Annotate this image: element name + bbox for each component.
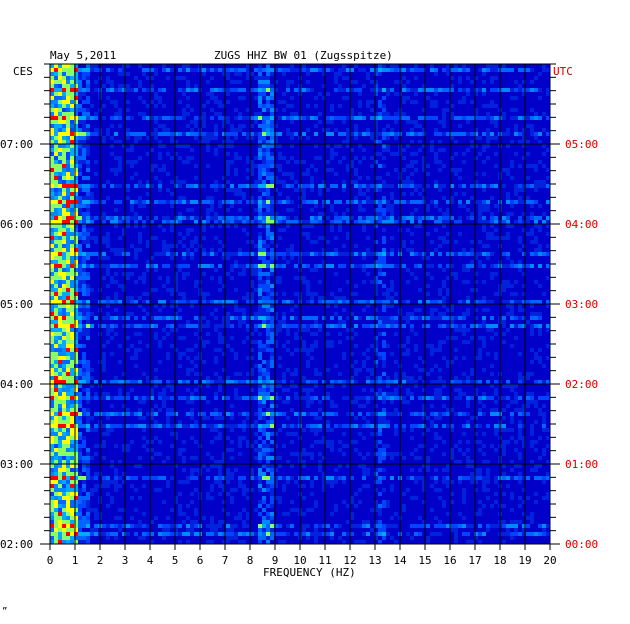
x-tick-label: 0 xyxy=(47,554,54,567)
y-tick-label-right: 03:00 xyxy=(565,298,598,311)
x-tick-label: 9 xyxy=(272,554,279,567)
x-tick-label: 15 xyxy=(418,554,431,567)
x-tick-label: 17 xyxy=(468,554,481,567)
station-title: ZUGS HHZ BW 01 (Zugsspitze) xyxy=(214,49,393,62)
x-tick-label: 12 xyxy=(343,554,356,567)
x-tick-label: 19 xyxy=(518,554,531,567)
left-zone-label: CES xyxy=(13,65,33,78)
y-tick-label-left: 04:00 xyxy=(0,378,33,391)
x-tick-label: 18 xyxy=(493,554,506,567)
x-axis-label: FREQUENCY (HZ) xyxy=(263,566,356,579)
axis-ticks xyxy=(40,63,560,550)
y-tick-label-left: 07:00 xyxy=(0,138,33,151)
x-tick-label: 7 xyxy=(222,554,229,567)
x-tick-label: 5 xyxy=(172,554,179,567)
y-tick-label-right: 00:00 xyxy=(565,538,598,551)
x-tick-label: 8 xyxy=(247,554,254,567)
x-tick-label: 11 xyxy=(318,554,331,567)
y-tick-label-right: 05:00 xyxy=(565,138,598,151)
y-tick-label-left: 03:00 xyxy=(0,458,33,471)
x-tick-label: 13 xyxy=(368,554,381,567)
y-tick-label-left: 02:00 xyxy=(0,538,33,551)
y-tick-label-right: 02:00 xyxy=(565,378,598,391)
x-tick-label: 6 xyxy=(197,554,204,567)
tick-labels: 02:00 03:00 04:00 05:00 06:00 07:00 00:00 01:00… xyxy=(0,138,598,567)
x-tick-label: 2 xyxy=(97,554,104,567)
y-tick-label-left: 06:00 xyxy=(0,218,33,231)
x-tick-label: 20 xyxy=(543,554,556,567)
footer-mark: ” xyxy=(2,607,7,617)
y-tick-label-left: 05:00 xyxy=(0,298,33,311)
x-tick-label: 14 xyxy=(393,554,407,567)
date-label: May 5,2011 xyxy=(50,49,116,62)
grid-lines xyxy=(49,63,551,545)
x-tick-label: 10 xyxy=(293,554,306,567)
right-zone-label: UTC xyxy=(553,65,573,78)
x-tick-label: 4 xyxy=(147,554,154,567)
y-tick-label-right: 04:00 xyxy=(565,218,598,231)
x-tick-label: 16 xyxy=(443,554,456,567)
y-tick-label-right: 01:00 xyxy=(565,458,598,471)
x-tick-label: 3 xyxy=(122,554,129,567)
x-tick-label: 1 xyxy=(72,554,79,567)
